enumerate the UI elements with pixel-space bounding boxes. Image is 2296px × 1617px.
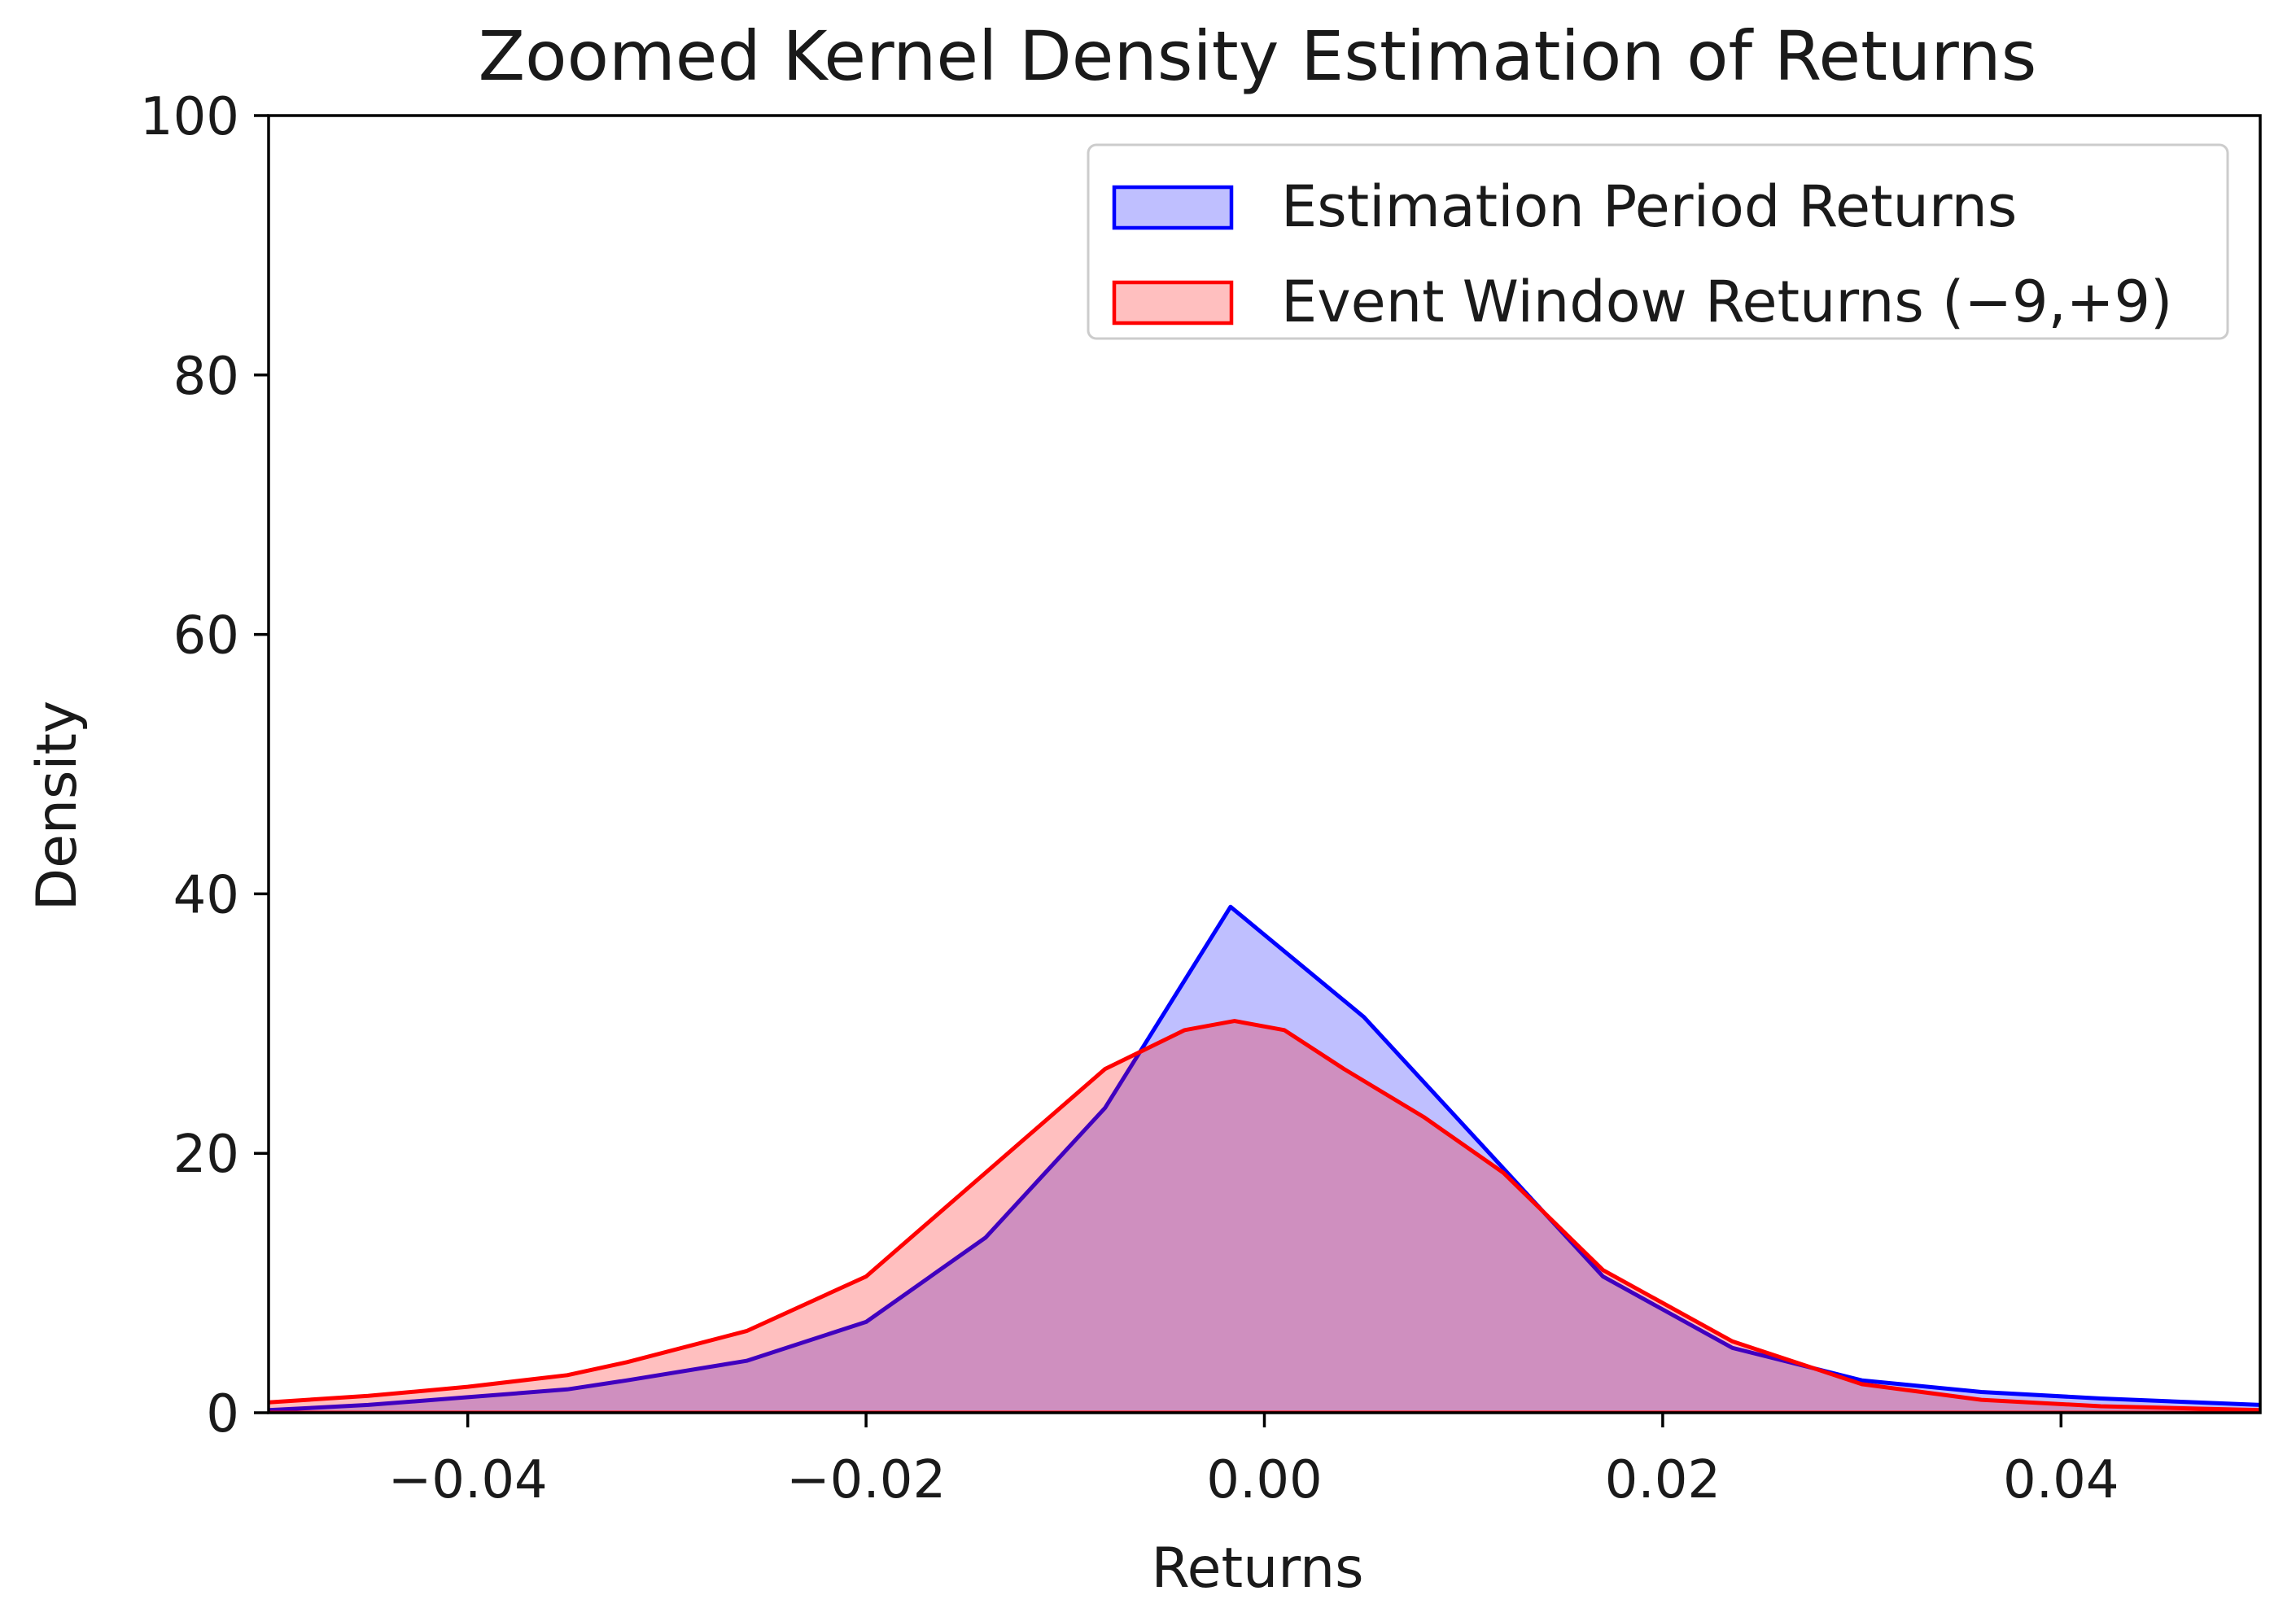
x-tick-label: −0.04 xyxy=(388,1450,548,1510)
y-tick-label: 40 xyxy=(173,865,239,925)
y-tick-label: 80 xyxy=(173,347,239,407)
x-tick-label: 0.02 xyxy=(1605,1450,1721,1510)
series-line-event-window xyxy=(269,1019,2260,1413)
series-area-estimation-period xyxy=(269,907,2260,1413)
axes: −0.04 −0.02 0.00 0.02 0.04 0 20 40 60 80 100 xyxy=(140,87,2262,1510)
x-tick-label: −0.02 xyxy=(786,1450,946,1510)
series-group xyxy=(269,904,2260,1413)
legend-label-estimation-period: Estimation Period Returns xyxy=(1281,173,2017,240)
plot-area xyxy=(269,904,2260,1413)
y-tick-label: 60 xyxy=(173,606,239,666)
legend-swatch-estimation-period xyxy=(1112,185,1234,230)
y-axis-label: Density xyxy=(25,701,90,911)
x-tick-label: 0.00 xyxy=(1206,1450,1323,1510)
y-tick-label: 100 xyxy=(140,87,239,147)
y-tick-label: 20 xyxy=(173,1125,239,1185)
series-line-estimation-period xyxy=(269,904,2260,1413)
legend-swatch-event-window xyxy=(1112,280,1234,326)
chart-title: Zoomed Kernel Density Estimation of Retu… xyxy=(479,16,2037,96)
series-area-event-window xyxy=(269,1020,2260,1413)
legend: Estimation Period Returns Event Window Re… xyxy=(1087,143,2229,340)
y-tick-label: 0 xyxy=(206,1384,239,1444)
legend-box xyxy=(1087,143,2229,340)
x-axis-label: Returns xyxy=(1151,1536,1363,1601)
x-tick-label: 0.04 xyxy=(2003,1450,2119,1510)
legend-label-event-window: Event Window Returns (−9,+9) xyxy=(1281,269,2172,335)
